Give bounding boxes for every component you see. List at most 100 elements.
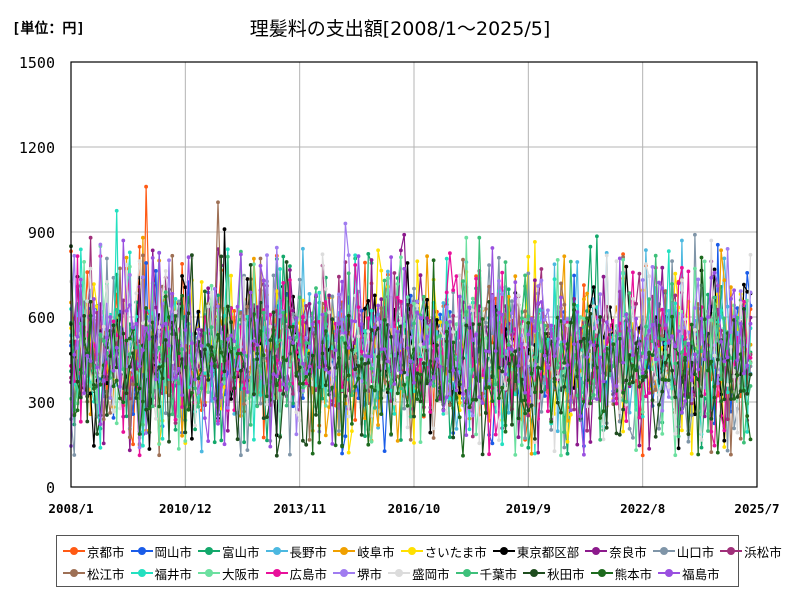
data-point bbox=[493, 409, 498, 414]
data-point bbox=[660, 334, 665, 338]
data-point bbox=[114, 307, 119, 312]
data-point bbox=[624, 399, 629, 404]
data-point bbox=[715, 324, 720, 328]
data-point bbox=[693, 328, 697, 332]
data-point bbox=[604, 253, 609, 258]
data-point bbox=[307, 364, 312, 369]
data-point bbox=[497, 438, 501, 442]
data-point bbox=[673, 361, 678, 366]
data-point bbox=[699, 438, 704, 442]
data-point bbox=[359, 322, 364, 326]
data-point bbox=[689, 401, 694, 406]
data-point bbox=[588, 304, 593, 309]
data-point bbox=[150, 320, 155, 325]
data-point bbox=[637, 271, 642, 276]
data-point bbox=[575, 393, 580, 398]
data-point bbox=[425, 297, 429, 302]
data-point bbox=[180, 357, 185, 361]
legend-swatch bbox=[265, 546, 288, 556]
data-point bbox=[88, 299, 93, 304]
data-point bbox=[301, 438, 305, 443]
data-point bbox=[157, 251, 162, 255]
data-point bbox=[137, 259, 142, 264]
data-point bbox=[346, 346, 351, 350]
data-point bbox=[680, 428, 684, 433]
data-point bbox=[157, 345, 162, 350]
data-point bbox=[255, 357, 260, 362]
legend-swatch bbox=[492, 546, 515, 556]
data-point bbox=[421, 413, 426, 417]
data-point bbox=[222, 381, 227, 385]
legend-label: 松江市 bbox=[87, 566, 125, 582]
data-point bbox=[709, 359, 714, 364]
data-point bbox=[516, 416, 521, 421]
data-point bbox=[382, 278, 387, 283]
data-point bbox=[216, 304, 220, 309]
data-point bbox=[134, 382, 139, 387]
data-point bbox=[660, 389, 665, 394]
data-point bbox=[167, 439, 171, 444]
data-point bbox=[438, 320, 442, 325]
data-point bbox=[738, 301, 743, 305]
data-point bbox=[294, 335, 299, 339]
data-point bbox=[516, 293, 521, 298]
data-point bbox=[477, 322, 482, 327]
data-point bbox=[742, 371, 746, 376]
data-point bbox=[392, 271, 397, 275]
data-point bbox=[533, 390, 537, 395]
data-point bbox=[278, 435, 282, 439]
data-point bbox=[575, 304, 580, 308]
data-point bbox=[379, 297, 384, 302]
data-point bbox=[216, 421, 220, 426]
data-point bbox=[405, 376, 410, 380]
data-point bbox=[212, 364, 217, 368]
data-point bbox=[418, 342, 423, 347]
data-point bbox=[431, 384, 436, 388]
data-point bbox=[425, 399, 429, 404]
data-point bbox=[114, 365, 119, 370]
data-point bbox=[105, 377, 109, 382]
data-point bbox=[118, 266, 122, 271]
data-point bbox=[631, 353, 635, 358]
data-point bbox=[712, 443, 717, 448]
data-point bbox=[454, 388, 459, 393]
data-point bbox=[297, 365, 302, 370]
data-point bbox=[206, 390, 211, 394]
data-point bbox=[503, 429, 508, 434]
data-point bbox=[134, 291, 139, 296]
data-point bbox=[395, 439, 400, 443]
data-point bbox=[408, 414, 413, 419]
data-point bbox=[657, 323, 661, 328]
legend-label: 山口市 bbox=[676, 544, 715, 560]
data-point bbox=[542, 394, 547, 398]
data-point bbox=[526, 445, 531, 450]
data-point bbox=[578, 339, 583, 344]
data-point bbox=[699, 255, 704, 260]
data-point bbox=[431, 426, 436, 431]
data-point bbox=[598, 416, 603, 420]
data-point bbox=[111, 275, 116, 280]
data-point bbox=[487, 363, 491, 367]
legend-item: 福島市 bbox=[658, 564, 720, 583]
data-point bbox=[722, 256, 727, 261]
data-point bbox=[480, 401, 485, 405]
data-point bbox=[506, 346, 511, 351]
data-point bbox=[487, 385, 491, 390]
data-point bbox=[297, 381, 302, 386]
data-point bbox=[167, 343, 171, 348]
data-point bbox=[523, 318, 527, 322]
data-point bbox=[134, 345, 139, 350]
data-point bbox=[386, 276, 390, 281]
data-point bbox=[448, 403, 452, 407]
data-point bbox=[617, 332, 622, 337]
legend-label: 大阪市 bbox=[222, 566, 260, 582]
data-point bbox=[666, 249, 671, 254]
data-point bbox=[320, 340, 325, 345]
legend-swatch bbox=[63, 568, 85, 578]
data-point bbox=[647, 329, 652, 333]
data-point bbox=[307, 372, 312, 377]
data-point bbox=[340, 279, 344, 284]
data-point bbox=[715, 283, 720, 288]
data-point bbox=[529, 371, 534, 376]
data-point bbox=[105, 381, 109, 386]
